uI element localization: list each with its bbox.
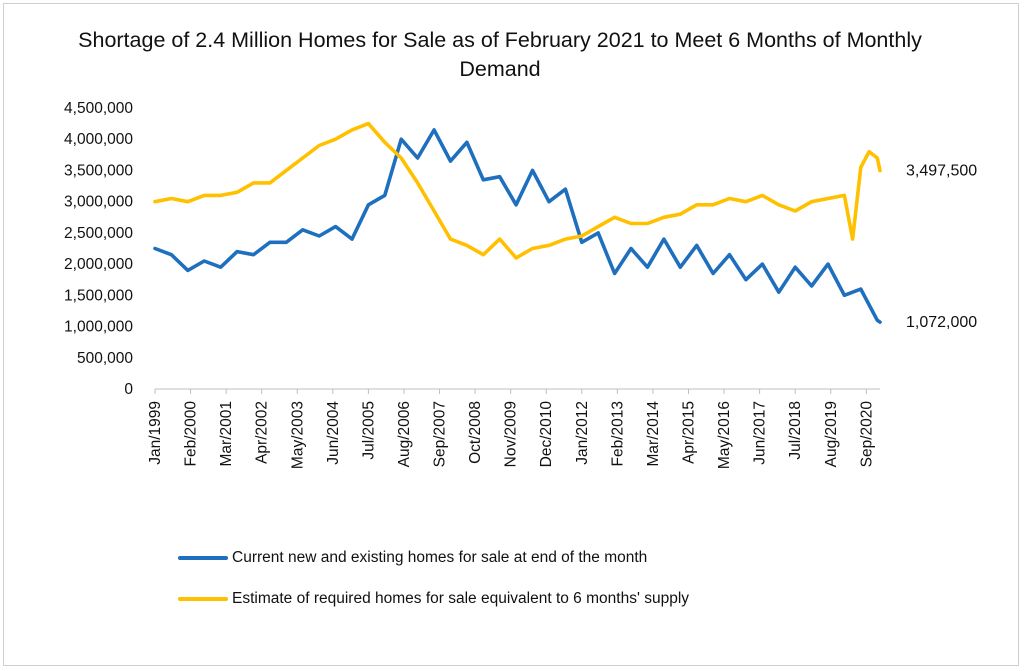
x-tick-label: Jun/2017	[752, 401, 769, 465]
x-tick-label: Sep/2020	[858, 401, 875, 468]
x-tick-label: Jul/2018	[787, 401, 804, 460]
x-tick-label: May/2016	[716, 401, 733, 469]
legend-label-current: Current new and existing homes for sale …	[232, 549, 648, 566]
x-tick-label: Mar/2001	[218, 401, 235, 466]
legend: Current new and existing homes for sale …	[178, 546, 689, 628]
series-line-required-homes	[153, 121, 882, 260]
x-tick-label: Oct/2008	[467, 401, 484, 464]
series-line-current-homes	[153, 128, 882, 324]
y-tick-label: 3,500,000	[64, 162, 133, 179]
x-tick-label: Feb/2013	[609, 401, 626, 467]
legend-swatch-estimate	[178, 597, 228, 601]
legend-item-current: Current new and existing homes for sale …	[178, 546, 689, 570]
x-tick-label: Jan/1999	[147, 401, 164, 465]
x-tick-label: Sep/2007	[432, 401, 449, 467]
y-tick-label: 1,000,000	[64, 319, 133, 336]
annotation-current-value: 1,072,000	[906, 314, 977, 331]
legend-item-estimate: Estimate of required homes for sale equi…	[178, 587, 689, 611]
x-tick-label: Nov/2009	[503, 401, 520, 467]
x-tick-label: Jul/2005	[360, 401, 377, 460]
chart-title: Shortage of 2.4 Million Homes for Sale a…	[78, 28, 922, 81]
x-tick-label: Jun/2004	[325, 401, 342, 465]
chart-frame	[3, 3, 1019, 666]
legend-swatch-current	[178, 556, 228, 560]
x-tick-label: Mar/2014	[645, 401, 662, 467]
x-tick-label: Feb/2000	[183, 401, 200, 467]
y-tick-label: 4,000,000	[64, 131, 133, 148]
y-tick-label: 2,500,000	[64, 225, 133, 242]
x-tick-label: Apr/2015	[680, 401, 697, 464]
y-tick-label: 1,500,000	[64, 287, 133, 304]
x-tick-label: Apr/2002	[254, 401, 271, 464]
annotation-required-value: 3,497,500	[906, 163, 977, 180]
x-tick-label: Aug/2019	[823, 401, 840, 467]
x-tick-label: May/2003	[289, 401, 306, 469]
x-tick-label: Dec/2010	[538, 401, 555, 468]
legend-label-estimate: Estimate of required homes for sale equi…	[232, 590, 690, 607]
y-tick-label: 3,000,000	[64, 194, 133, 211]
x-tick-label: Jan/2012	[574, 401, 591, 465]
x-tick-label: Aug/2006	[396, 401, 413, 467]
y-tick-label: 4,500,000	[64, 100, 133, 117]
y-tick-label: 500,000	[77, 350, 133, 367]
y-tick-label: 2,000,000	[64, 256, 133, 273]
y-tick-label: 0	[124, 381, 133, 398]
